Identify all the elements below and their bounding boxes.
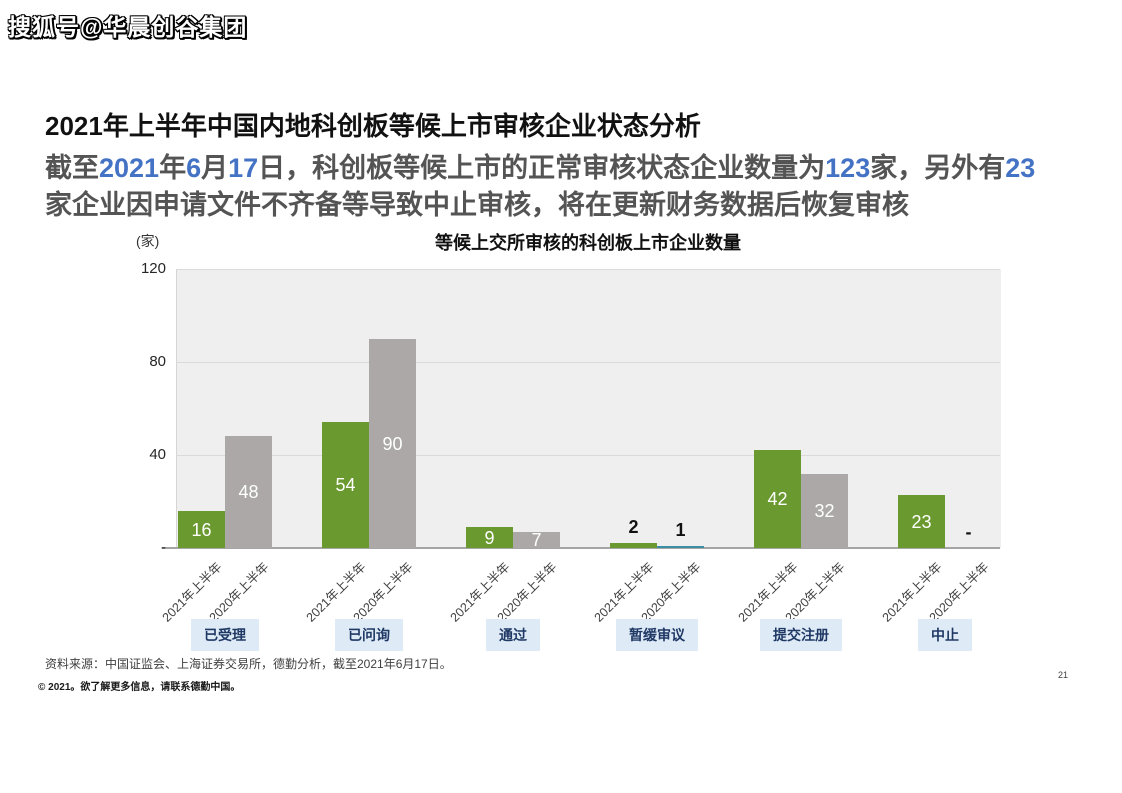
bar-value-label: 54: [335, 475, 356, 495]
bar-value-label: 1: [675, 520, 686, 540]
x-axis-line: [162, 547, 1000, 549]
y-tick-label-120: 120: [140, 260, 166, 277]
bar-2021H1-已问询: [322, 422, 369, 548]
y-tick-label--: -: [161, 539, 166, 556]
bar-2021H1-中止: [898, 495, 945, 548]
subtitle-text: 年: [159, 153, 187, 183]
category-badge-已问询: 已问询: [335, 619, 403, 651]
y-axis-unit-label: (家): [136, 233, 160, 249]
bar-2020H1-已受理: [225, 436, 272, 548]
subtitle-number: 2021: [99, 153, 160, 183]
bar-2021H1-提交注册: [754, 450, 801, 548]
bar-value-label: 42: [767, 489, 788, 509]
subtitle-text: 日，科创板等候上市的正常审核状态企业数量为: [258, 153, 826, 183]
category-badge-暂缓审议: 暂缓审议: [616, 619, 698, 651]
page-subtitle: 截至2021年6月17日，科创板等候上市的正常审核状态企业数量为123家，另外有…: [45, 150, 1100, 224]
category-badge-中止: 中止: [918, 619, 972, 651]
plot-area: [176, 269, 1001, 548]
bar-2021H1-已受理: [178, 511, 225, 548]
bar-2020H1-通过: [513, 532, 560, 548]
bar-value-label: 90: [382, 434, 403, 454]
y-tick-label-80: 80: [149, 353, 166, 370]
subtitle-text: 截至: [45, 153, 99, 183]
bar-value-label: 9: [484, 528, 495, 548]
subtitle-number: 6: [186, 153, 202, 183]
source-note: 资料来源：中国证监会、上海证券交易所，德勤分析，截至2021年6月17日。: [45, 657, 452, 671]
category-badge-通过: 通过: [486, 619, 540, 651]
page-title: 2021年上半年中国内地科创板等候上市审核企业状态分析: [45, 111, 701, 141]
bar-2020H1-提交注册: [801, 474, 848, 548]
subtitle-text: 家，另外有: [870, 153, 1006, 183]
chart-title: 等候上交所审核的科创板上市企业数量: [435, 233, 741, 253]
copyright-note: © 2021。欲了解更多信息，请联系德勤中国。: [38, 682, 241, 693]
bar-value-label: 7: [531, 530, 542, 550]
bar-value-label: 23: [911, 512, 932, 532]
bar-2020H1-暂缓审议: [657, 546, 704, 548]
gridline-40: [176, 455, 1000, 456]
page-number: 21: [1058, 670, 1069, 680]
bar-2020H1-已问询: [369, 339, 416, 548]
subtitle-text: 月: [201, 153, 229, 183]
bar-2021H1-通过: [466, 527, 513, 548]
category-badge-已受理: 已受理: [191, 619, 259, 651]
bar-value-label: 16: [191, 520, 212, 540]
subtitle-number: 23: [1005, 153, 1036, 183]
gridline-80: [176, 362, 1000, 363]
subtitle-number: 17: [228, 153, 259, 183]
bar-2021H1-暂缓审议: [610, 543, 657, 548]
bar-value-label: 32: [814, 501, 835, 521]
category-badge-提交注册: 提交注册: [760, 619, 842, 651]
y-tick-label-40: 40: [149, 446, 166, 463]
bar-value-label: 2: [628, 517, 639, 537]
bar-value-label: -: [965, 522, 972, 542]
watermark: 搜狐号@华晨创谷集团: [8, 14, 248, 40]
gridline-120: [176, 269, 1000, 270]
bar-value-label: 48: [238, 482, 259, 502]
subtitle-number: 123: [825, 153, 871, 183]
subtitle-text: 家企业因申请文件不齐备等导致中止审核，将在更新财务数据后恢复审核: [45, 190, 909, 220]
